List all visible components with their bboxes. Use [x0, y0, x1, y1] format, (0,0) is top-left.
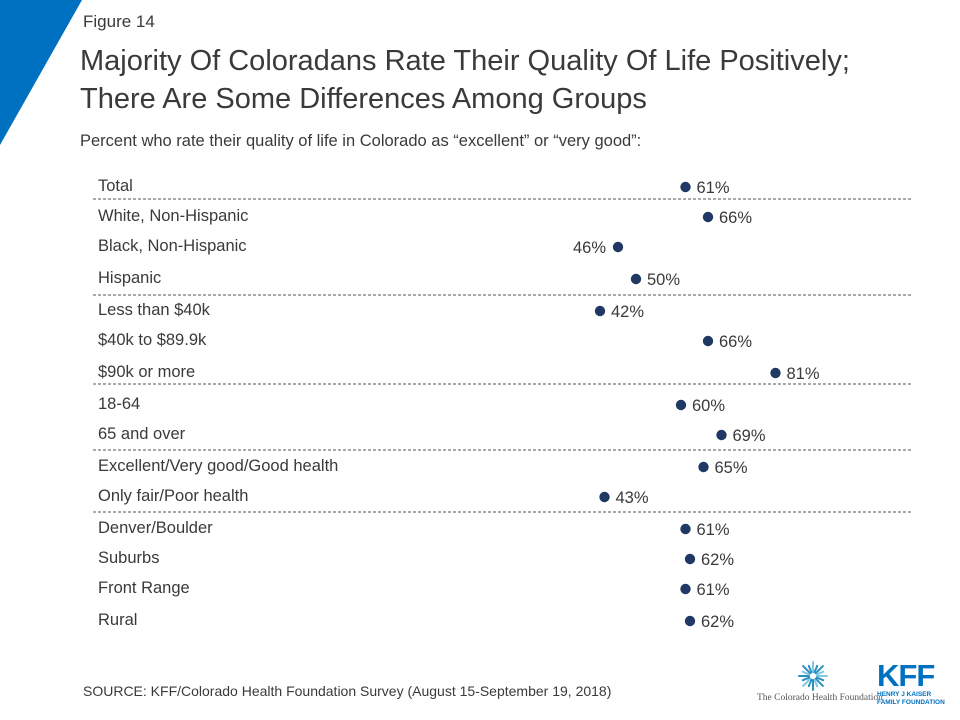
category-label: $40k to $89.9k	[98, 331, 207, 349]
sunburst-ray	[802, 677, 812, 687]
category-label: Black, Non-Hispanic	[98, 237, 247, 255]
data-point	[716, 429, 727, 441]
data-point	[599, 491, 610, 503]
sunburst-ray	[814, 665, 824, 675]
kff-mark: KFF	[877, 658, 935, 693]
dot-chart: Total 61% White, Non-Hispanic 66% Black, Non…	[93, 177, 912, 631]
sunburst-ray	[807, 678, 813, 688]
title-line-2: There Are Some Differences Among Groups	[80, 83, 647, 115]
corner-accent	[0, 0, 82, 145]
data-label: 65%	[715, 459, 748, 477]
data-point	[770, 367, 781, 379]
category-label: Less than $40k	[98, 301, 211, 319]
data-label: 46%	[573, 239, 606, 257]
chf-logo-text: The Colorado Health Foundation	[757, 693, 883, 703]
kff-subtitle-2: FAMILY FOUNDATION	[877, 698, 945, 706]
data-point	[702, 211, 714, 223]
data-label: 69%	[733, 427, 766, 445]
data-label: 43%	[616, 489, 649, 507]
page-title: Majority Of Coloradans Rate Their Qualit…	[80, 42, 940, 118]
category-label: Front Range	[98, 579, 190, 597]
data-point	[702, 335, 714, 347]
sunburst-ray	[807, 664, 813, 674]
data-label: 62%	[701, 551, 734, 569]
data-label: 42%	[611, 303, 644, 321]
data-point	[684, 615, 696, 627]
category-label: Rural	[98, 611, 137, 629]
chart-subtitle: Percent who rate their quality of life i…	[80, 132, 642, 150]
data-point	[680, 583, 691, 595]
data-point	[630, 273, 642, 285]
data-label: 61%	[697, 581, 730, 599]
data-label: 66%	[719, 333, 752, 351]
sunburst-ray	[801, 670, 811, 676]
sunburst-ray	[814, 677, 824, 687]
sunburst-ray	[815, 676, 825, 682]
data-point	[680, 181, 691, 193]
source-note: SOURCE: KFF/Colorado Health Foundation S…	[83, 683, 612, 699]
data-point	[680, 523, 691, 535]
category-label: Excellent/Very good/Good health	[98, 457, 338, 475]
category-label: Total	[98, 177, 133, 195]
sunburst-ray	[813, 664, 819, 674]
data-label: 66%	[719, 209, 752, 227]
sunburst-ray	[815, 670, 825, 676]
data-label: 61%	[697, 521, 730, 539]
kff-logo: KFF HENRY J KAISER FAMILY FOUNDATION	[877, 660, 947, 712]
category-label: White, Non-Hispanic	[98, 207, 248, 225]
category-label: 18-64	[98, 395, 140, 413]
data-label: 50%	[647, 271, 680, 289]
sunburst-ray	[802, 665, 812, 675]
category-label: Denver/Boulder	[98, 519, 213, 537]
sunburst-ray	[813, 678, 819, 688]
data-label: 61%	[697, 179, 730, 197]
data-point	[675, 399, 687, 411]
category-label: $90k or more	[98, 363, 195, 381]
data-point	[612, 241, 624, 253]
category-label: Hispanic	[98, 269, 161, 287]
category-label: Suburbs	[98, 549, 159, 567]
sunburst-icon	[798, 661, 828, 691]
category-label: Only fair/Poor health	[98, 487, 248, 505]
category-label: 65 and over	[98, 425, 186, 443]
title-line-1: Majority Of Coloradans Rate Their Qualit…	[80, 45, 850, 77]
kff-subtitle-1: HENRY J KAISER	[877, 691, 932, 698]
data-point	[594, 305, 606, 317]
data-label: 60%	[692, 397, 725, 415]
data-label: 62%	[701, 613, 734, 631]
figure-label: Figure 14	[83, 12, 155, 31]
data-label: 81%	[787, 365, 820, 383]
data-point	[698, 461, 709, 473]
sunburst-ray	[801, 676, 811, 682]
data-point	[684, 553, 696, 565]
colorado-health-foundation-logo: The Colorado Health Foundation	[757, 660, 883, 710]
